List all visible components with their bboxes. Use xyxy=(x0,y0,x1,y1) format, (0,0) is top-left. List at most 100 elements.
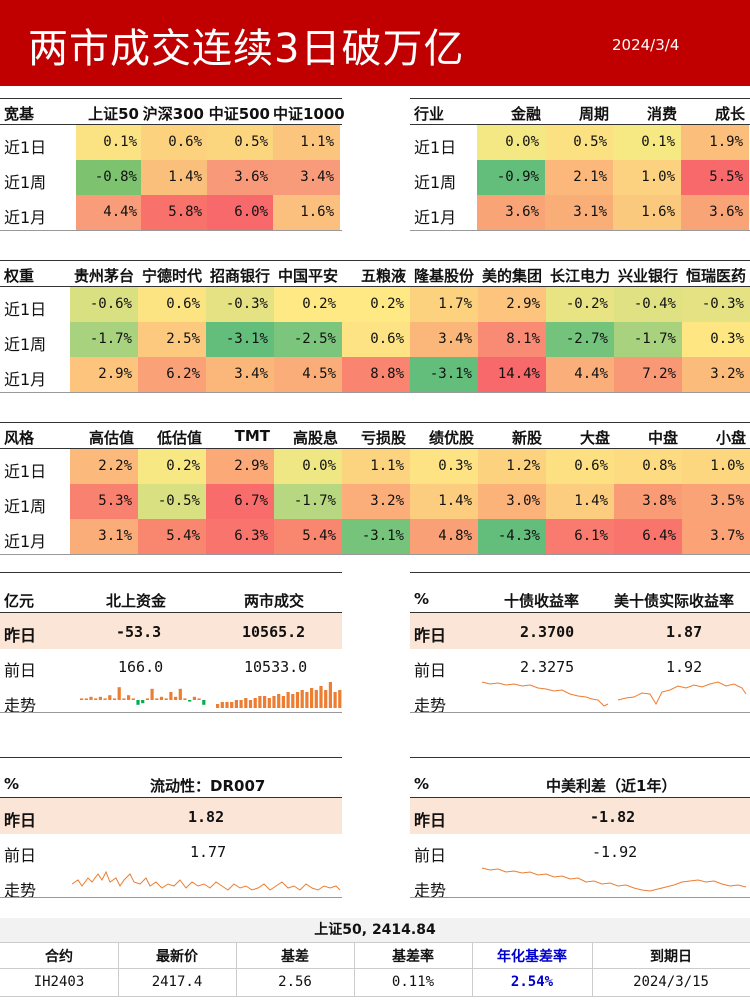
style-row-label: 近1月 xyxy=(4,532,47,551)
turnover-bar xyxy=(267,698,271,708)
weight-value-cell: -0.4% xyxy=(614,287,682,322)
northbound-bar xyxy=(169,692,173,700)
northbound-bar xyxy=(183,698,187,700)
style-col-header: 中盘 xyxy=(647,429,678,447)
weight-col-header: 美的集团 xyxy=(481,267,542,285)
northbound-bar xyxy=(159,696,164,700)
divider xyxy=(410,98,750,99)
style-col-header: 低估值 xyxy=(156,429,202,447)
weight-value-cell: 0.2% xyxy=(342,287,410,322)
spread-yesterday: -1.82 xyxy=(590,808,636,826)
style-col-header: 大盘 xyxy=(579,429,610,447)
weight-col-header: 宁德时代 xyxy=(141,267,202,285)
divider xyxy=(0,897,342,898)
broad-value-cell: 6.0% xyxy=(207,195,274,230)
divider xyxy=(0,448,750,449)
column-divider xyxy=(354,942,355,996)
turnover-bar xyxy=(244,698,248,708)
yields-col-cn10y: 十债收益率 xyxy=(504,592,580,610)
liquidity-yesterday-label: 昨日 xyxy=(4,811,37,830)
northbound-bar xyxy=(155,698,159,700)
divider xyxy=(0,286,750,287)
industry-col-header: 成长 xyxy=(714,105,745,123)
futures-cell: IH2403 xyxy=(33,974,85,990)
weight-value-cell: 8.1% xyxy=(478,322,546,357)
weight-col-header: 中国平安 xyxy=(277,267,338,285)
weight-value-cell: 7.2% xyxy=(614,357,682,392)
industry-value-cell: 1.9% xyxy=(681,125,749,160)
northbound-bar xyxy=(136,700,140,705)
turnover-bar xyxy=(220,702,224,708)
industry-col-header: 金融 xyxy=(510,105,541,123)
futures-cell: 2.56 xyxy=(278,974,312,990)
weight-value-cell: 2.5% xyxy=(138,322,206,357)
weight-value-cell: 3.2% xyxy=(682,357,750,392)
weight-value-cell: 0.6% xyxy=(342,322,410,357)
weight-value-cell: 4.5% xyxy=(274,357,342,392)
weight-value-cell: -1.7% xyxy=(614,322,682,357)
style-value-cell: 2.2% xyxy=(70,449,138,484)
style-corner-label: 风格 xyxy=(4,429,35,447)
broad-col-header: 沪深300 xyxy=(142,105,204,123)
broad-value-cell: 0.5% xyxy=(207,125,274,160)
turnover-bar xyxy=(295,692,300,708)
weight-value-cell: 0.2% xyxy=(274,287,342,322)
weight-col-header: 五粮液 xyxy=(360,267,406,285)
style-value-cell: 1.4% xyxy=(410,484,478,519)
weight-value-cell: 6.2% xyxy=(138,357,206,392)
style-col-header: 小盘 xyxy=(715,429,746,447)
spread-yesterday-label: 昨日 xyxy=(414,811,447,830)
column-divider xyxy=(118,942,119,996)
funds-northbound-yesterday: -53.3 xyxy=(116,623,162,641)
weight-value-cell: -0.2% xyxy=(546,287,614,322)
yields-cn10y-prev: 2.3275 xyxy=(520,658,575,676)
yields-us10y-prev: 1.92 xyxy=(666,658,703,676)
weight-col-header: 恒瑞医药 xyxy=(685,267,746,285)
weight-row-label: 近1月 xyxy=(4,370,47,389)
spread-title: 中美利差（近1年） xyxy=(546,777,677,795)
weight-value-cell: -0.6% xyxy=(70,287,138,322)
style-col-header: 绩优股 xyxy=(428,429,474,447)
style-value-cell: 6.3% xyxy=(206,519,274,554)
column-divider xyxy=(236,942,237,996)
northbound-bar xyxy=(188,700,192,702)
divider xyxy=(410,712,750,713)
broad-row-label: 近1周 xyxy=(4,173,47,192)
funds-yesterday-label: 昨日 xyxy=(4,626,37,645)
industry-row-label: 近1日 xyxy=(414,138,457,157)
yields-cn10y-yesterday: 2.3700 xyxy=(520,623,575,641)
divider xyxy=(0,712,342,713)
divider xyxy=(0,968,750,969)
style-value-cell: 3.7% xyxy=(682,519,750,554)
divider xyxy=(410,124,750,125)
turnover-bar xyxy=(272,696,276,708)
cn-us-spread-trend-chart xyxy=(481,867,747,892)
northbound-bar xyxy=(202,700,206,705)
style-row-label: 近1日 xyxy=(4,462,47,481)
divider xyxy=(0,797,342,798)
funds-col-turnover: 两市成交 xyxy=(244,592,305,610)
weight-col-header: 招商银行 xyxy=(209,267,270,285)
industry-value-cell: 1.0% xyxy=(613,160,681,195)
turnover-bar xyxy=(305,692,309,708)
weight-value-cell: 2.9% xyxy=(478,287,546,322)
industry-col-header: 周期 xyxy=(578,105,609,123)
turnover-bar xyxy=(216,704,220,708)
weight-value-cell: -0.3% xyxy=(682,287,750,322)
turnover-bar xyxy=(263,696,267,708)
us10y-trend-chart xyxy=(617,681,747,706)
broad-value-cell: 3.6% xyxy=(207,160,274,195)
page-title: 两市成交连续3日破万亿 xyxy=(28,26,465,72)
divider xyxy=(0,422,750,423)
liquidity-prev-label: 前日 xyxy=(4,846,37,865)
turnover-bar xyxy=(277,694,281,708)
turnover-bar xyxy=(258,696,262,708)
yesterday-row-bg xyxy=(0,613,342,649)
futures-cell: 2417.4 xyxy=(151,974,203,990)
turnover-bar xyxy=(234,700,238,708)
industry-row-label: 近1月 xyxy=(414,208,457,227)
divider xyxy=(0,996,750,997)
divider xyxy=(410,757,750,758)
liquidity-prev: 1.77 xyxy=(190,843,227,861)
funds-northbound-prev: 166.0 xyxy=(118,658,164,676)
